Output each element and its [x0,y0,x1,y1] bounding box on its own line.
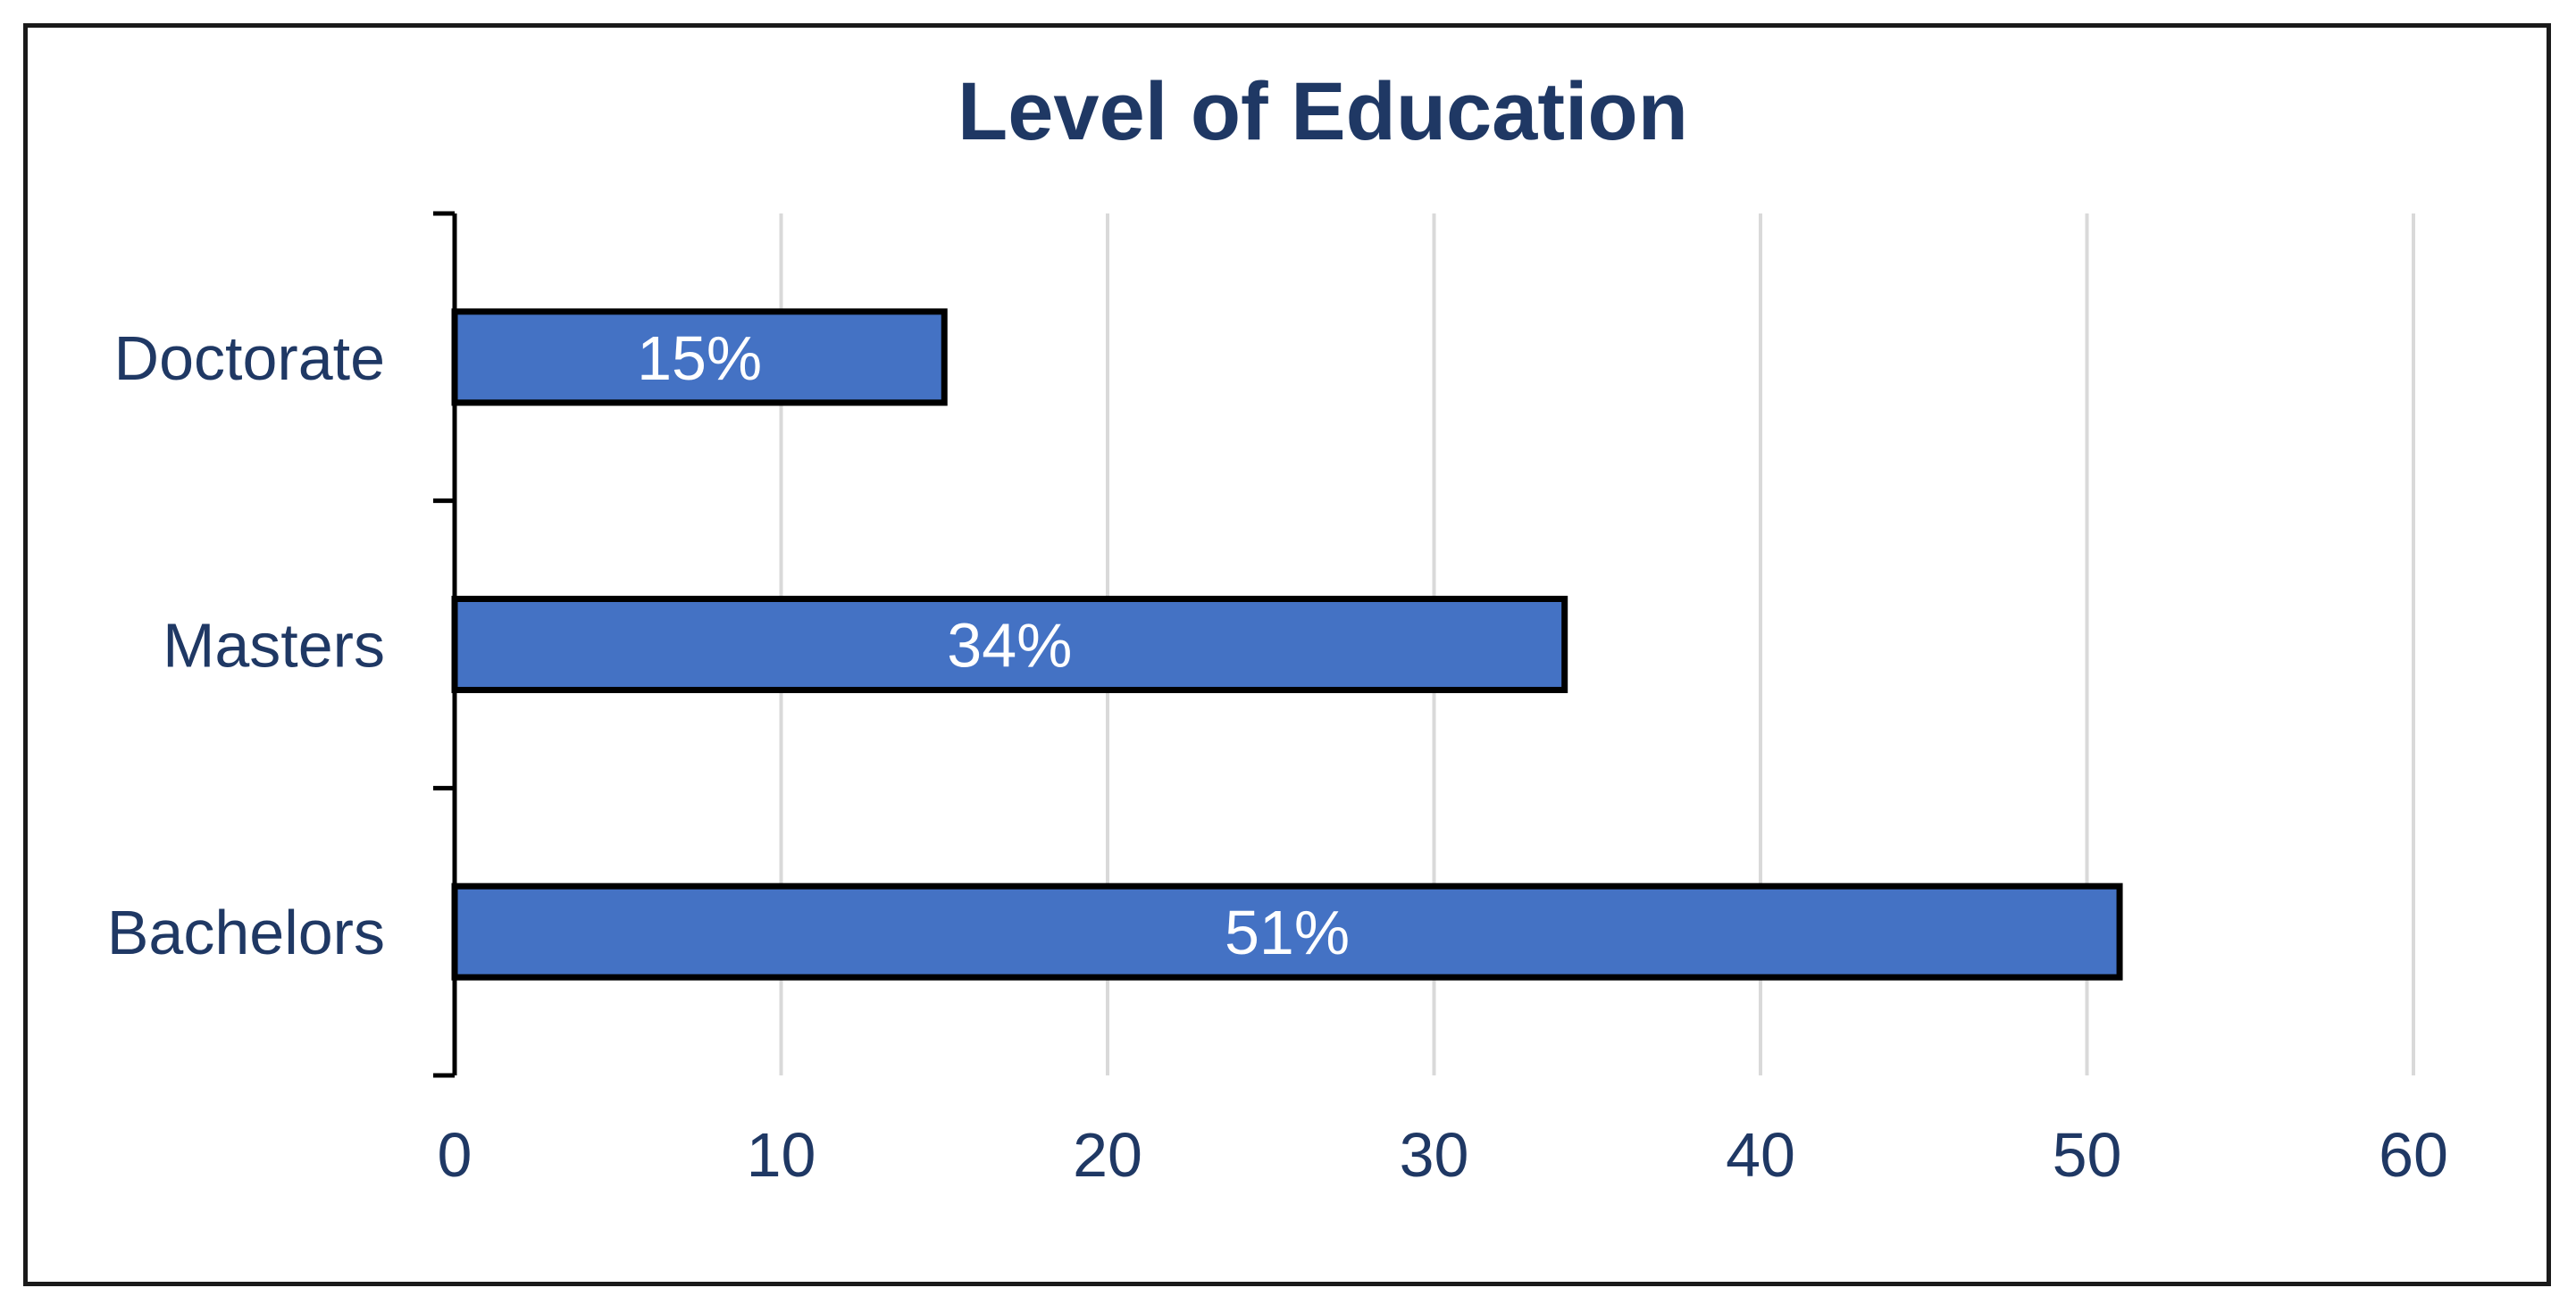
bar [451,882,2123,981]
bars [451,308,2123,981]
bar-chart: Level of Education Doctorate Masters Bache… [107,66,2448,1190]
x-tick-label: 20 [1073,1120,1142,1190]
category-label: Masters [163,611,385,681]
bar [451,308,948,406]
x-tick-labels: 0 10 20 30 40 50 60 [438,1120,2448,1190]
category-labels: Doctorate Masters Bachelors [107,323,385,967]
x-tick-label: 50 [2053,1120,2122,1190]
data-label: 15% [637,323,762,393]
category-axis [433,211,457,1078]
category-label: Bachelors [107,898,385,967]
data-label: 34% [947,611,1072,681]
x-tick-label: 40 [1726,1120,1795,1190]
data-labels: 15% 34% 51% [637,323,1350,967]
x-tick-label: 0 [438,1120,473,1190]
chart-title: Level of Education [958,66,1688,157]
x-tick-label: 30 [1400,1120,1469,1190]
chart-frame: Level of Education Doctorate Masters Bache… [23,23,2551,1286]
category-label: Doctorate [114,323,385,393]
x-tick-label: 60 [2379,1120,2448,1190]
data-label: 51% [1225,898,1350,967]
x-tick-label: 10 [747,1120,816,1190]
